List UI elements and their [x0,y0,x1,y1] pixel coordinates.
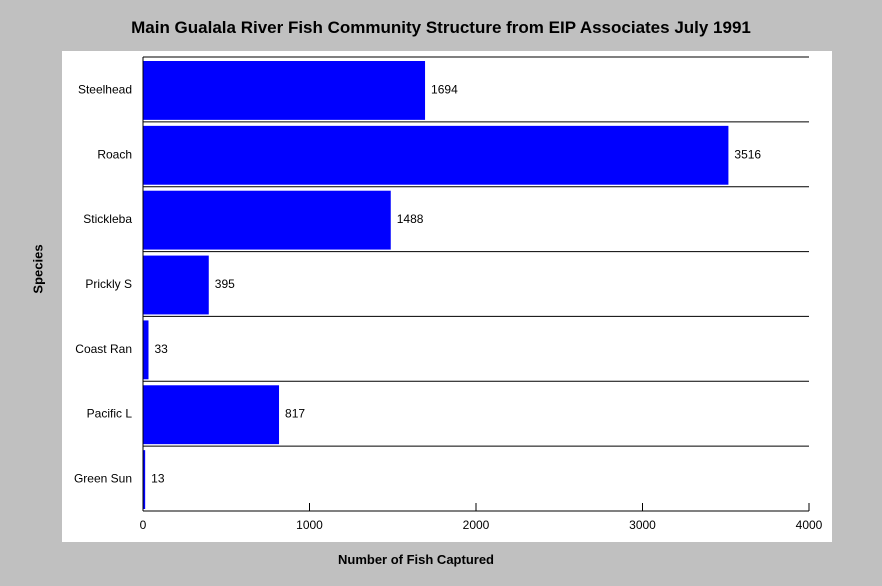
data-label: 3516 [734,147,761,161]
bar [143,385,280,445]
category-label: Coast Ran [75,342,132,356]
data-label: 395 [215,277,235,291]
category-label: Roach [97,147,132,161]
y-axis-label: Species [30,244,46,294]
bar [143,125,729,185]
plot-panel: Steelhead 1694 Roach 3516 Stickleba 1488 Prick… [62,51,832,542]
x-tick-label: 0 [140,518,147,532]
bar [143,255,209,315]
x-tick-label: 3000 [629,518,656,532]
bar [143,190,391,250]
bar [143,61,426,120]
x-axis-label: Number of Fish Captured [337,552,494,567]
x-tick-label: 2000 [463,518,490,532]
bar [143,450,146,509]
bar-chart: Steelhead 1694 Roach 3516 Stickleba 1488 Prick… [74,56,823,532]
category-label: Green Sun [74,472,132,486]
category-label: Pacific L [87,407,133,421]
chart-title: Main Gualala River Fish Community Struct… [131,18,751,37]
bar [143,320,149,380]
category-label: Stickleba [83,212,132,226]
data-label: 817 [285,407,305,421]
data-label: 1694 [431,82,458,96]
category-label: Prickly S [85,277,132,291]
data-label: 1488 [397,212,424,226]
x-tick-label: 1000 [296,518,323,532]
data-label: 13 [151,472,165,486]
x-tick-label: 4000 [796,518,823,532]
category-label: Steelhead [78,82,132,96]
data-label: 33 [154,342,168,356]
